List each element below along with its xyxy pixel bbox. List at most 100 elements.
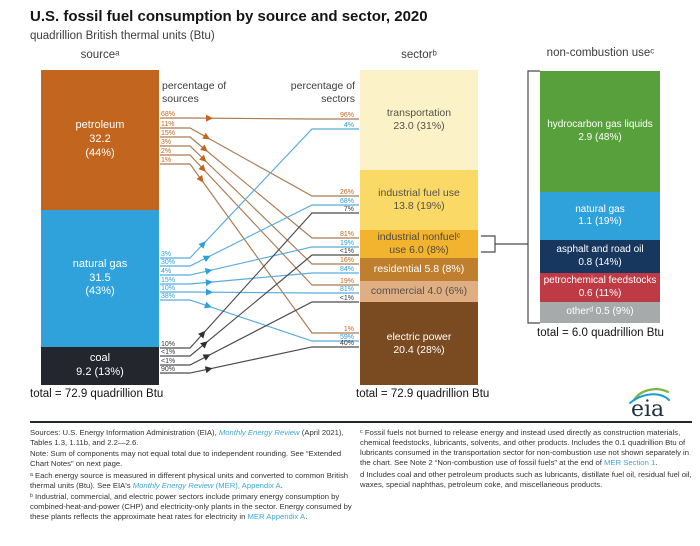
flow-source-pct-label: 68% — [161, 111, 175, 118]
flow-arrowhead-icon — [198, 330, 206, 339]
noncombustion-block-hydrocarbon-gas-liquids: hydrocarbon gas liquids 2.9 (48%) — [540, 71, 660, 192]
flow-line-natural-gas-residential — [160, 272, 359, 285]
noncombustion-block-other: otherᵈ 0.5 (9%) — [540, 302, 660, 323]
flow-sector-pct-label: 81% — [340, 286, 354, 293]
sector-block-label: transportation — [386, 107, 452, 120]
footnote-text: Note: Sum of components may not equal to… — [30, 449, 342, 469]
sector-block-label: 13.8 (19%) — [393, 200, 445, 212]
noncombustion-total-label: total = 6.0 quadrillion Btu — [537, 327, 664, 339]
sector-block-label: industrial fuel use — [378, 187, 460, 200]
flow-sector-pct-label: <1% — [340, 248, 354, 255]
noncombustion-block-label: petrochemical feedstocks — [543, 275, 657, 286]
footnote-text: Sources: U.S. Energy Information Adminis… — [30, 428, 219, 437]
noncombustion-block-asphalt-and-road-oil: asphalt and road oil 0.8 (14%) — [540, 240, 660, 273]
flow-sector-pct-label: 4% — [344, 122, 354, 129]
sector-column-header: sectorᵇ — [401, 49, 437, 61]
flow-sector-pct-label: 59% — [340, 334, 354, 341]
sector-block-commercial: commercial 4.0 (6%) — [360, 281, 478, 302]
eia-logo-text: eia — [631, 397, 664, 421]
percentage-of-sources-label: percentage of sources — [162, 80, 227, 106]
source-column-header: sourceᵃ — [80, 49, 120, 61]
sector-block-label: use 6.0 (8%) — [389, 244, 449, 256]
source-total-label: total = 72.9 quadrillion Btu — [30, 388, 164, 400]
source-column: petroleum 32.2 (44%) natural gas 31.5 (43%) co… — [41, 0, 159, 546]
flow-arrowhead-icon — [204, 301, 212, 309]
footnote-paragraph: Note: Sum of components may not equal to… — [30, 449, 353, 469]
flow-source-pct-label: 3% — [161, 139, 171, 146]
footnote-text: ᵇ Industrial, commercial, and electric p… — [30, 491, 352, 522]
flow-line-coal-industrial-fuel-use — [160, 212, 359, 349]
source-block-label: 31.5 — [89, 271, 111, 284]
footnote-separator-line — [30, 421, 692, 423]
footnote-text: (April 2021), Tables 1.3, 1.11b, and 2.2… — [30, 428, 344, 448]
noncombustion-block-label: asphalt and road oil — [556, 244, 644, 255]
footnote-text: ᶜ Fossil fuels not burned to release ene… — [360, 428, 690, 468]
noncombustion-column: hydrocarbon gas liquids 2.9 (48%) natural … — [540, 0, 660, 546]
flow-sector-pct-label: 40% — [340, 340, 354, 347]
eia-logo-green-swoosh-icon — [632, 388, 670, 402]
flow-line-petroleum-electric-power — [160, 163, 359, 334]
flow-sector-pct-label: 19% — [340, 240, 354, 247]
flow-sector-pct-label: 16% — [340, 257, 354, 264]
footnote-paragraph: ᵃ Each energy source is measured in diff… — [30, 471, 353, 491]
footnotes-left: Sources: U.S. Energy Information Adminis… — [30, 428, 353, 523]
footnote-link[interactable]: MER Appendix A — [247, 512, 306, 522]
noncombustion-block-label: otherᵈ 0.5 (9%) — [566, 306, 634, 318]
flow-line-petroleum-industrial-nonfuel-use — [160, 136, 359, 239]
flow-line-natural-gas-industrial-nonfuel-use — [160, 246, 359, 276]
flow-arrowhead-icon — [204, 366, 213, 374]
footnote-link[interactable]: MER Section 1 — [604, 458, 656, 468]
flow-line-coal-electric-power — [160, 346, 359, 374]
noncombustion-block-label: 1.1 (19%) — [578, 216, 622, 227]
flow-arrowhead-icon — [202, 132, 211, 140]
footnote-paragraph: ᵇ Industrial, commercial, and electric p… — [30, 492, 353, 522]
source-block-label: (44%) — [85, 146, 115, 159]
flow-source-pct-label: <1% — [161, 358, 175, 365]
flow-sector-pct-label: 81% — [340, 231, 354, 238]
flow-arrowhead-icon — [206, 114, 213, 122]
sector-block-electric-power: electric power 20.4 (28%) — [360, 302, 478, 385]
flow-line-coal-commercial — [160, 301, 359, 366]
flow-line-natural-gas-electric-power — [160, 299, 359, 342]
footnote-link[interactable]: Monthly Energy Review — [132, 480, 214, 490]
noncombustion-block-label: 0.8 (14%) — [578, 256, 622, 268]
nonfuel-connector-bracket — [481, 235, 528, 253]
footnote-link[interactable]: Monthly Energy Review — [218, 428, 300, 437]
flow-source-pct-label: 30% — [161, 259, 175, 266]
sector-block-transportation: transportation 23.0 (31%) — [360, 70, 478, 170]
noncombustion-block-label: natural gas — [575, 203, 625, 215]
flow-sector-pct-label: 1% — [344, 326, 354, 333]
flow-arrowhead-icon — [204, 268, 213, 275]
flow-sector-pct-label: <1% — [340, 295, 354, 302]
flow-source-pct-label: 10% — [161, 341, 175, 348]
source-block-petroleum: petroleum 32.2 (44%) — [41, 70, 159, 210]
flow-line-petroleum-commercial — [160, 154, 359, 286]
footnote-link[interactable]: (MER), Appendix A — [213, 480, 281, 490]
flow-arrowhead-icon — [199, 154, 207, 162]
source-block-coal: coal 9.2 (13%) — [41, 347, 159, 385]
footnote-text: . — [280, 480, 283, 490]
sector-block-label: commercial 4.0 (6%) — [370, 285, 468, 298]
noncombustion-block-label: 0.6 (11%) — [578, 287, 622, 299]
flow-arrowhead-icon — [202, 255, 211, 262]
footnotes-right: ᶜ Fossil fuels not burned to release ene… — [360, 428, 692, 491]
flow-arrowhead-icon — [200, 144, 208, 152]
eia-logo-blue-swoosh-icon — [629, 393, 670, 404]
flow-line-coal-industrial-nonfuel-use — [160, 254, 359, 357]
noncombustion-column-header: non-combustion useᶜ — [546, 47, 655, 59]
noncombustion-block-label: hydrocarbon gas liquids — [547, 119, 653, 130]
sector-block-industrial-nonfuel-use: industrial nonfuelᶜ use 6.0 (8%) — [360, 230, 478, 258]
sector-total-label: total = 72.9 quadrillion Btu — [356, 388, 490, 400]
sector-column: transportation 23.0 (31%) industrial fuel … — [360, 0, 478, 546]
flow-line-petroleum-industrial-fuel-use — [160, 127, 359, 197]
noncombustion-bracket — [527, 70, 540, 324]
footnote-paragraph: Sources: U.S. Energy Information Adminis… — [30, 428, 353, 448]
flow-source-pct-label: 3% — [161, 251, 171, 258]
footnote-paragraph: ᶜ Fossil fuels not burned to release ene… — [360, 428, 692, 469]
flow-source-pct-label: <1% — [161, 349, 175, 356]
flow-source-pct-label: 38% — [161, 293, 175, 300]
flow-arrowhead-icon — [198, 241, 206, 249]
flow-sector-pct-label: 19% — [340, 278, 354, 285]
noncombustion-block-petrochemical-feedstocks: petrochemical feedstocks 0.6 (11%) — [540, 273, 660, 302]
source-block-label: coal — [89, 352, 111, 365]
